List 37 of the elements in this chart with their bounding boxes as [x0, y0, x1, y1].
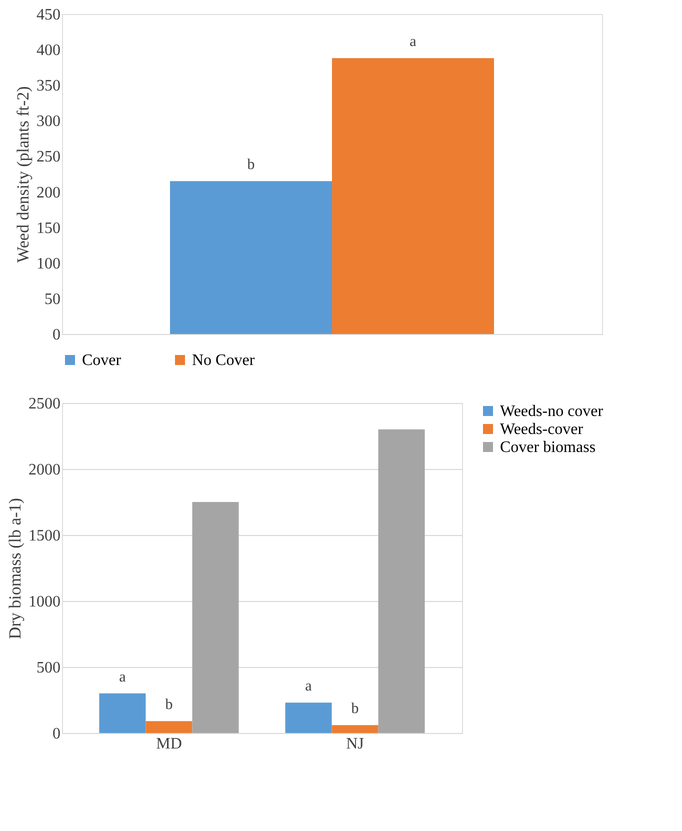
- bar: [378, 429, 425, 733]
- y-tick-label: 200: [36, 184, 60, 202]
- legend-label: Weeds-no cover: [500, 403, 604, 420]
- data-label: b: [165, 697, 173, 714]
- data-label: a: [305, 678, 312, 695]
- data-label: a: [119, 669, 126, 686]
- annotation: b: [247, 157, 255, 174]
- legend-label: No Cover: [192, 352, 256, 369]
- y-tick-label: 1000: [28, 594, 60, 610]
- annotation: a: [410, 34, 417, 50]
- legend-label: Cover: [82, 352, 122, 369]
- x-tick-label: MD: [156, 736, 182, 752]
- bar: [332, 725, 378, 733]
- y-tick-label: 250: [36, 148, 60, 166]
- x-tick-label: NJ: [346, 736, 364, 752]
- bar: [99, 693, 146, 733]
- y-tick-label: 100: [36, 255, 60, 272]
- legend-label: Cover biomass: [500, 439, 596, 456]
- y-axis-title: Dry biomass (lb a-1): [6, 498, 24, 640]
- y-tick-label: 500: [36, 660, 60, 676]
- y-tick-label: 150: [36, 220, 60, 237]
- bar: [285, 702, 332, 733]
- y-tick-label: 450: [36, 6, 60, 24]
- legend-label: Weeds-cover: [500, 421, 584, 438]
- y-tick-label: 50: [44, 290, 60, 308]
- y-tick-label: 0: [52, 326, 60, 344]
- y-tick-label: 2000: [28, 462, 60, 478]
- y-tick-label: 0: [52, 726, 60, 742]
- bar: [192, 502, 239, 733]
- y-axis-title: Weed density (plants ft-2): [14, 86, 32, 263]
- y-tick-label: 2500: [28, 396, 60, 412]
- y-tick-label: 400: [36, 42, 60, 60]
- y-tick-label: 350: [36, 78, 60, 95]
- y-tick-label: 1500: [28, 528, 60, 544]
- y-tick-label: 300: [36, 113, 60, 130]
- data-label: b: [351, 701, 359, 718]
- bar: [146, 721, 192, 733]
